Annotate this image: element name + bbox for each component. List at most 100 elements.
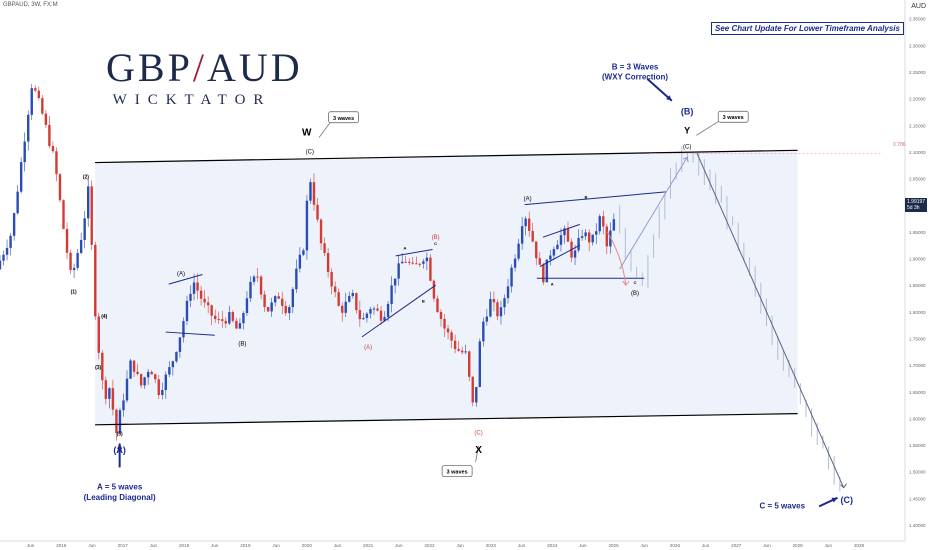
candle-body [298, 254, 302, 269]
candle-body [83, 218, 86, 240]
candle-body [235, 320, 238, 329]
price-tick-label: 1.50000 [909, 470, 926, 475]
wave-label: C [434, 241, 437, 246]
time-tick-label: Jun [456, 543, 464, 548]
time-tick-label: Jun [150, 543, 158, 548]
channel-bottom-line [95, 413, 798, 426]
candle-body [542, 264, 545, 283]
candle-body [545, 259, 549, 283]
candle-body [422, 261, 425, 264]
brand-title-slash: / [192, 45, 207, 90]
brand-subtitle: WICKTATOR [112, 92, 272, 108]
wave-label: A = 5 waves [97, 482, 143, 491]
candle-body [404, 261, 407, 263]
candle-body [319, 219, 323, 244]
candle-body [164, 374, 168, 391]
price-tick-label: 1.95000 [909, 230, 926, 235]
price-tick-label: 1.40000 [909, 523, 926, 528]
candle-body [154, 374, 157, 380]
price-tick-label: 2.20000 [909, 97, 926, 102]
candle-body [270, 302, 273, 312]
candle-body [221, 319, 224, 321]
candle-body [19, 162, 23, 192]
update-notice[interactable]: See Chart Update For Lower Timeframe Ana… [711, 22, 904, 35]
candle-body [245, 298, 249, 313]
candle-body [330, 271, 333, 287]
candle-body [443, 318, 446, 329]
candle-body [242, 312, 245, 324]
wave-label: (5) [117, 431, 123, 437]
time-tick-label: 2027 [731, 543, 742, 548]
callout-box [328, 111, 359, 124]
candle-body [513, 258, 517, 268]
candle-body [316, 204, 319, 220]
candle-body [482, 321, 485, 342]
time-tick-label: Jun [763, 543, 771, 548]
wave-label: (B) [681, 107, 694, 117]
current-price-countdown: 5d 3h [907, 205, 920, 211]
time-tick-label: Jun [579, 543, 587, 548]
callout-text: 3 waves [333, 116, 354, 122]
candle-body [263, 294, 266, 308]
candle-body [471, 376, 474, 403]
candle-body [199, 290, 203, 299]
channel-fill-layer [95, 150, 798, 425]
candle-body [252, 276, 256, 282]
candle-body [535, 241, 538, 259]
candle-body [203, 298, 206, 303]
candle-body [376, 308, 379, 311]
wave-label: (A) [364, 345, 372, 351]
candle-body [355, 293, 358, 311]
annotation-arrowhead [831, 497, 838, 503]
candle-body [72, 267, 76, 270]
candle-body [457, 349, 460, 351]
candle-body [341, 305, 344, 313]
wave-label: B [585, 194, 588, 199]
wave-label: (A) [177, 272, 185, 278]
callout-box [441, 465, 473, 478]
candle-body [612, 219, 616, 231]
callout-text: 3 waves [447, 470, 468, 476]
candle-body [496, 302, 499, 317]
candle-body [591, 234, 594, 243]
time-tick-label: 2020 [302, 543, 313, 548]
candle-body [460, 350, 464, 353]
candle-body [602, 216, 605, 227]
price-tick-label: 2.10000 [909, 150, 926, 155]
candle-body [400, 261, 404, 264]
callout-text: 3 waves [723, 115, 744, 121]
candle-body [351, 293, 354, 296]
candle-body [485, 316, 489, 322]
candle-body [439, 311, 443, 319]
candle-body [12, 213, 16, 236]
candle-body [171, 361, 175, 368]
time-tick-label: Jun [518, 543, 526, 548]
wave-label: (B) [238, 341, 246, 347]
candle-body [549, 255, 552, 260]
candle-body [580, 236, 584, 238]
wave-label: A [551, 282, 554, 287]
candle-body [9, 235, 12, 248]
candle-body [129, 360, 132, 379]
candle-body [178, 337, 182, 352]
price-tick-label: 2.35000 [909, 17, 926, 22]
time-tick-label: Jun [395, 543, 403, 548]
candle-body [609, 230, 612, 247]
candle-body [393, 278, 397, 286]
candle-body [520, 226, 524, 244]
candle-body [139, 374, 143, 386]
candle-body [69, 252, 72, 270]
candle-body [125, 378, 129, 401]
candle-body [344, 301, 347, 313]
candle-body [531, 230, 534, 242]
wave-label: (C) [474, 430, 482, 436]
candle-body [390, 285, 393, 304]
brand-title-left: GBP [106, 45, 193, 90]
price-tick-label: 1.60000 [909, 416, 926, 421]
price-tick-label: 2.30000 [909, 43, 926, 48]
time-tick-label: Jun [88, 543, 96, 548]
candle-body [189, 293, 192, 301]
symbol-label: GBPAUD, 3W, FX:M [3, 2, 58, 8]
time-tick-label: Jun [825, 543, 833, 548]
